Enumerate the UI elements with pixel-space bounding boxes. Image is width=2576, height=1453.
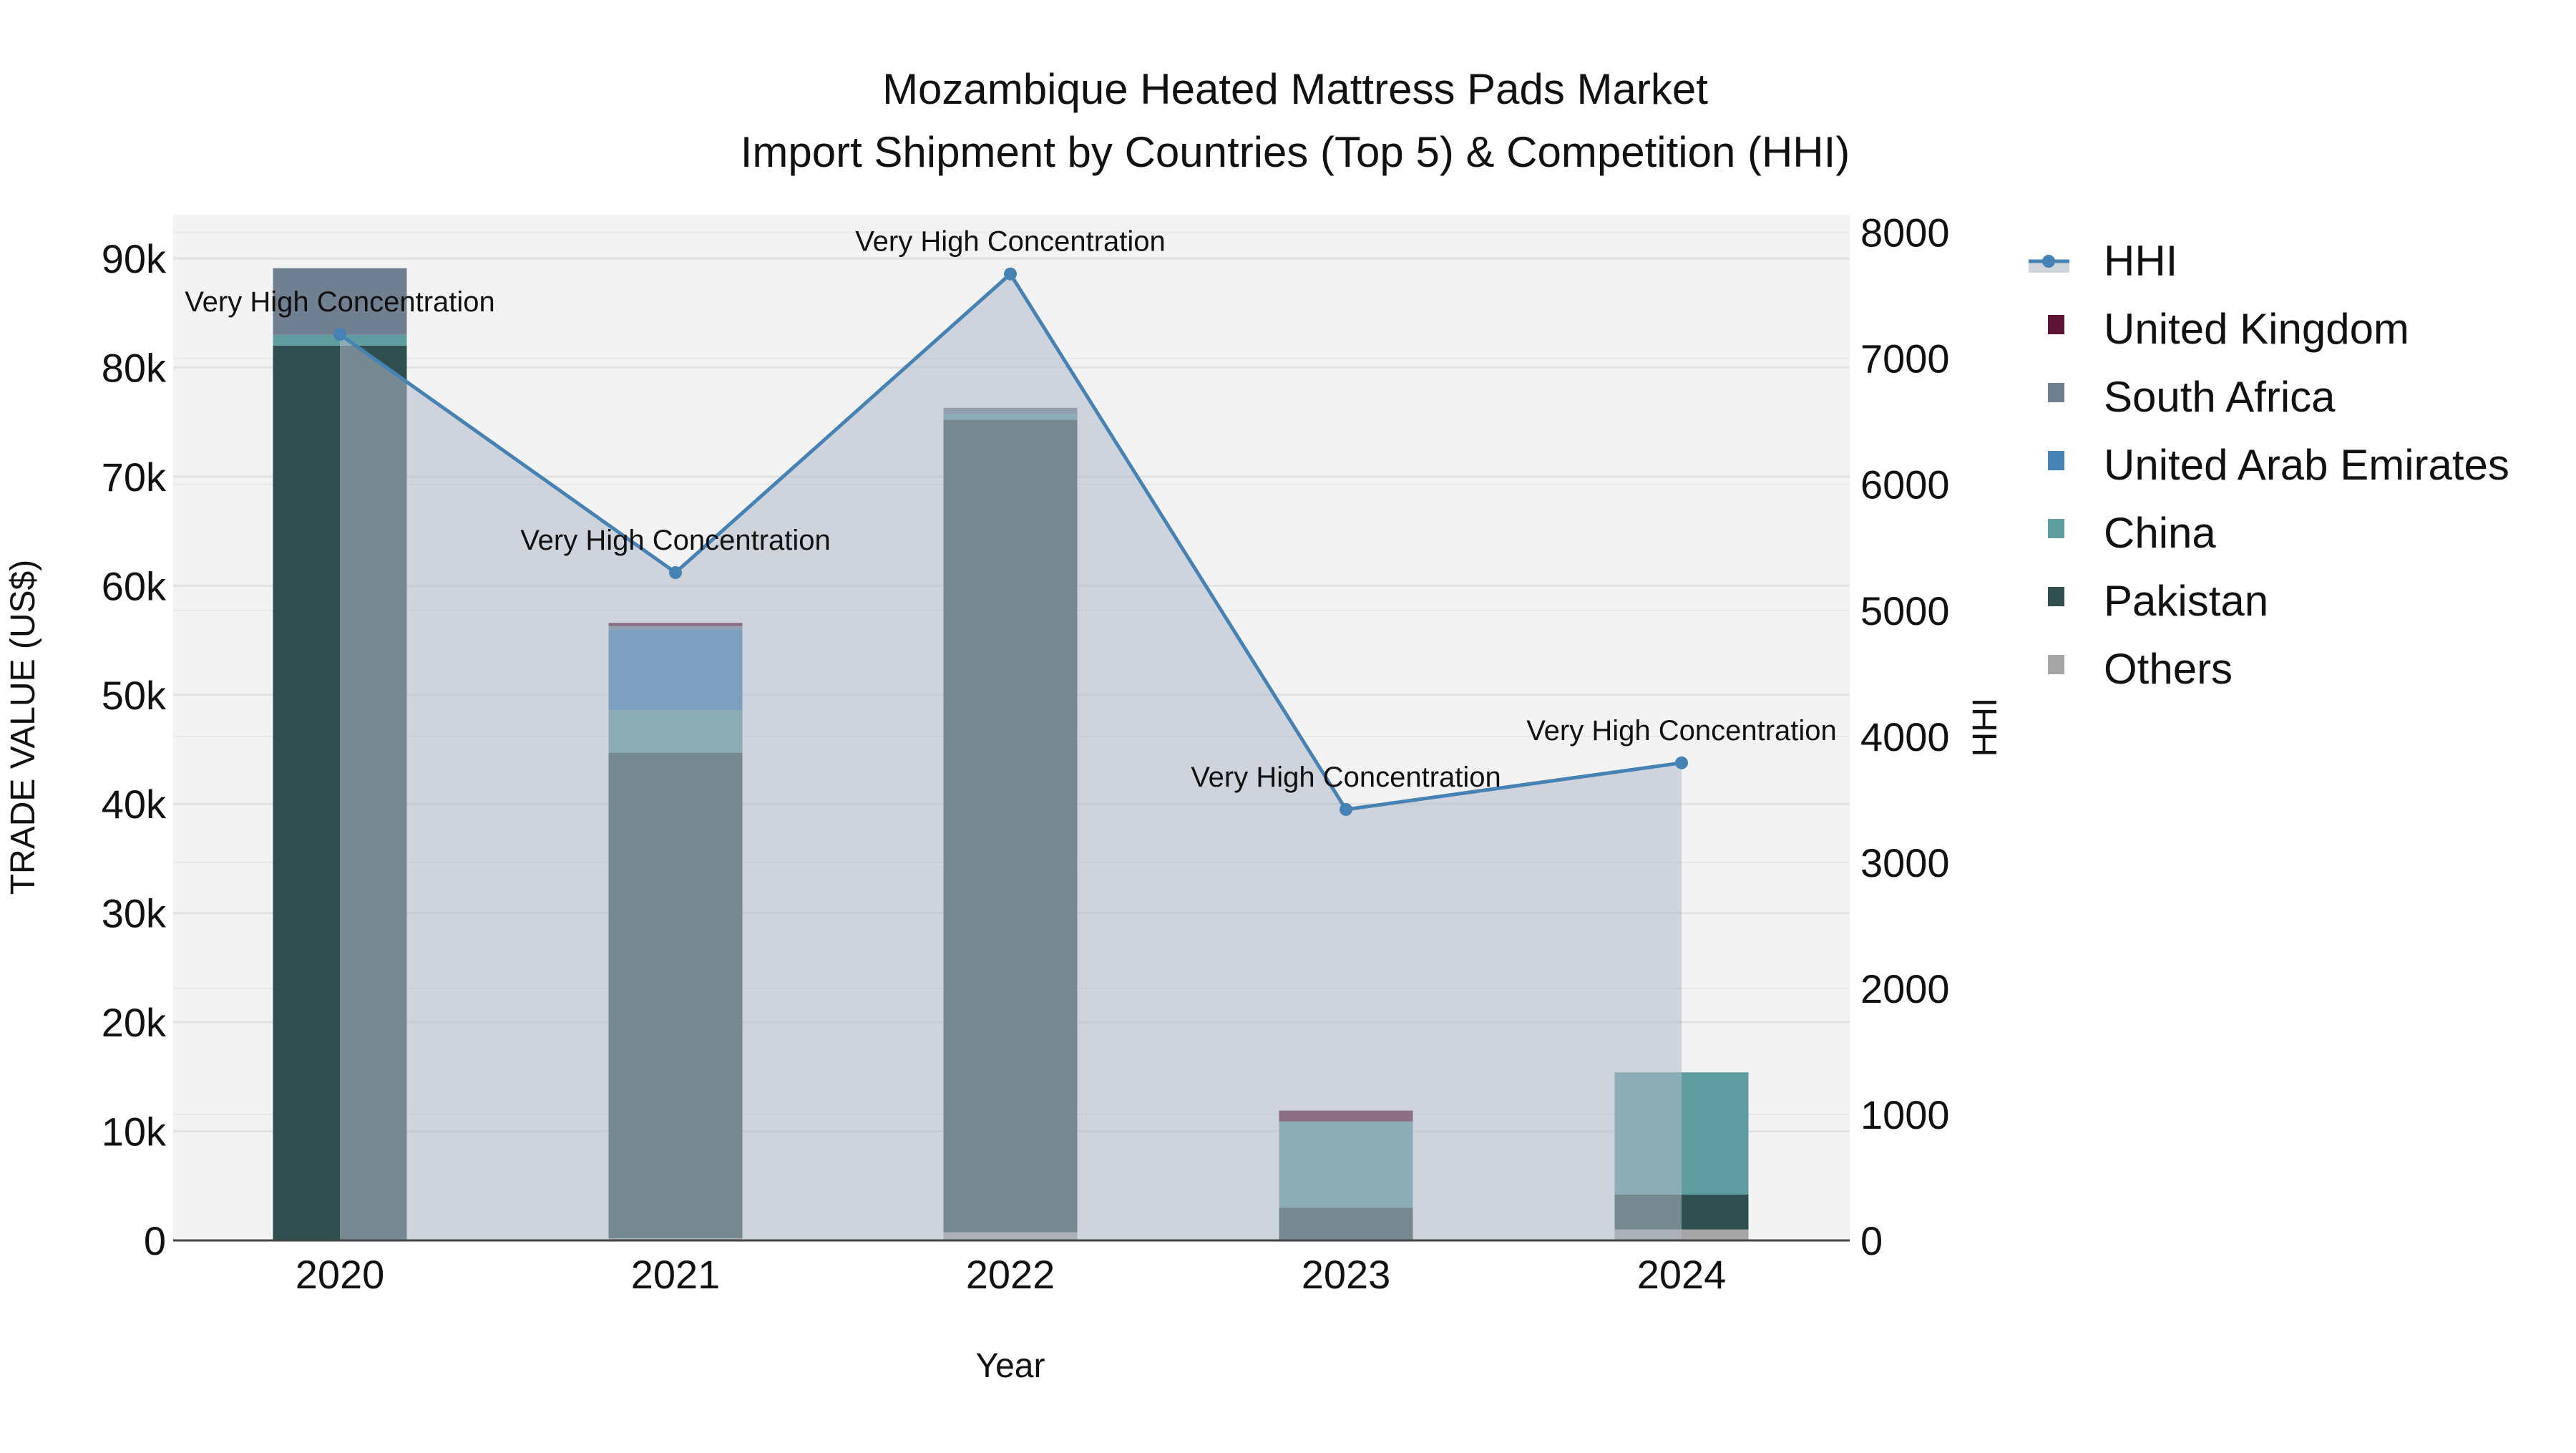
- y-tick-label: 60k: [102, 563, 167, 608]
- y-tick-label: 40k: [102, 782, 167, 827]
- y2-tick-label: 8000: [1860, 210, 1950, 256]
- x-tick-label: 2024: [1637, 1252, 1727, 1297]
- hhi-annotation: Very High Concentration: [1191, 762, 1501, 793]
- x-tick-label: 2022: [966, 1252, 1055, 1297]
- x-axis-ticks: 2020 2021 2022 2023 2024: [296, 1252, 1727, 1297]
- x-tick-label: 2023: [1302, 1252, 1391, 1297]
- legend-swatch: [2048, 587, 2064, 606]
- y-tick-label: 70k: [102, 455, 167, 500]
- y-tick-label: 0: [144, 1218, 166, 1263]
- chart-title: Mozambique Heated Mattress Pads Market: [882, 65, 1708, 113]
- legend-swatch: [2048, 451, 2064, 470]
- legend-swatch: [2048, 315, 2064, 334]
- hhi-annotation: Very High Concentration: [1526, 715, 1837, 747]
- legend-label-hhi[interactable]: HHI: [2104, 237, 2177, 285]
- y-axis-title: TRADE VALUE (US$): [4, 560, 42, 895]
- legend-swatch: [2048, 519, 2064, 538]
- y2-tick-label: 1000: [1860, 1092, 1950, 1137]
- hhi-annotation: Very High Concentration: [185, 286, 495, 318]
- y-tick-label: 90k: [102, 236, 167, 281]
- y-tick-label: 20k: [102, 1000, 167, 1045]
- chart-subtitle: Import Shipment by Countries (Top 5) & C…: [741, 128, 1850, 176]
- y-tick-label: 10k: [102, 1109, 167, 1155]
- legend-label[interactable]: Others: [2104, 645, 2233, 693]
- x-axis-title: Year: [976, 1347, 1045, 1385]
- hhi-annotation: Very High Concentration: [855, 226, 1166, 258]
- hhi-point: [669, 565, 682, 579]
- hhi-series: Very High Concentration Very High Concent…: [185, 226, 1837, 1241]
- hhi-point: [1675, 756, 1688, 769]
- y2-tick-label: 7000: [1860, 336, 1950, 382]
- legend-label[interactable]: China: [2104, 509, 2216, 557]
- legend-label[interactable]: Pakistan: [2104, 577, 2268, 625]
- y2-tick-label: 2000: [1860, 966, 1950, 1011]
- y-tick-label: 30k: [102, 891, 167, 936]
- y2-tick-label: 3000: [1860, 840, 1950, 885]
- hhi-point: [1004, 267, 1017, 281]
- y-axis-ticks: 0 10k 20k 30k 40k 50k 60k 70k 80k 90k: [102, 236, 167, 1263]
- y-tick-label: 50k: [102, 673, 167, 718]
- legend-swatch: [2048, 655, 2064, 674]
- y2-axis-ticks: 0 1000 2000 3000 4000 5000 6000 7000 8000: [1860, 210, 1950, 1263]
- legend-hhi-marker: [2042, 255, 2055, 268]
- y2-axis-title: HHI: [1966, 698, 2004, 757]
- legend: HHI United Kingdom South Africa United Arab…: [2029, 237, 2509, 693]
- y2-tick-label: 5000: [1860, 588, 1950, 633]
- x-tick-label: 2021: [631, 1252, 721, 1297]
- hhi-point: [1340, 802, 1352, 816]
- bar-south-africa-2020: [273, 268, 407, 335]
- hhi-annotation: Very High Concentration: [520, 525, 831, 556]
- x-tick-label: 2020: [296, 1252, 385, 1297]
- y-tick-label: 80k: [102, 345, 167, 390]
- legend-label[interactable]: United Kingdom: [2104, 305, 2409, 353]
- y2-tick-label: 0: [1860, 1218, 1883, 1263]
- y2-tick-label: 6000: [1860, 462, 1950, 507]
- legend-label[interactable]: South Africa: [2104, 373, 2336, 421]
- hhi-area: [340, 273, 1682, 1241]
- legend-swatch: [2048, 383, 2064, 402]
- y2-tick-label: 4000: [1860, 714, 1950, 759]
- legend-label[interactable]: United Arab Emirates: [2104, 441, 2509, 489]
- hhi-point: [333, 328, 346, 341]
- legend-hhi-area-swatch: [2029, 263, 2069, 273]
